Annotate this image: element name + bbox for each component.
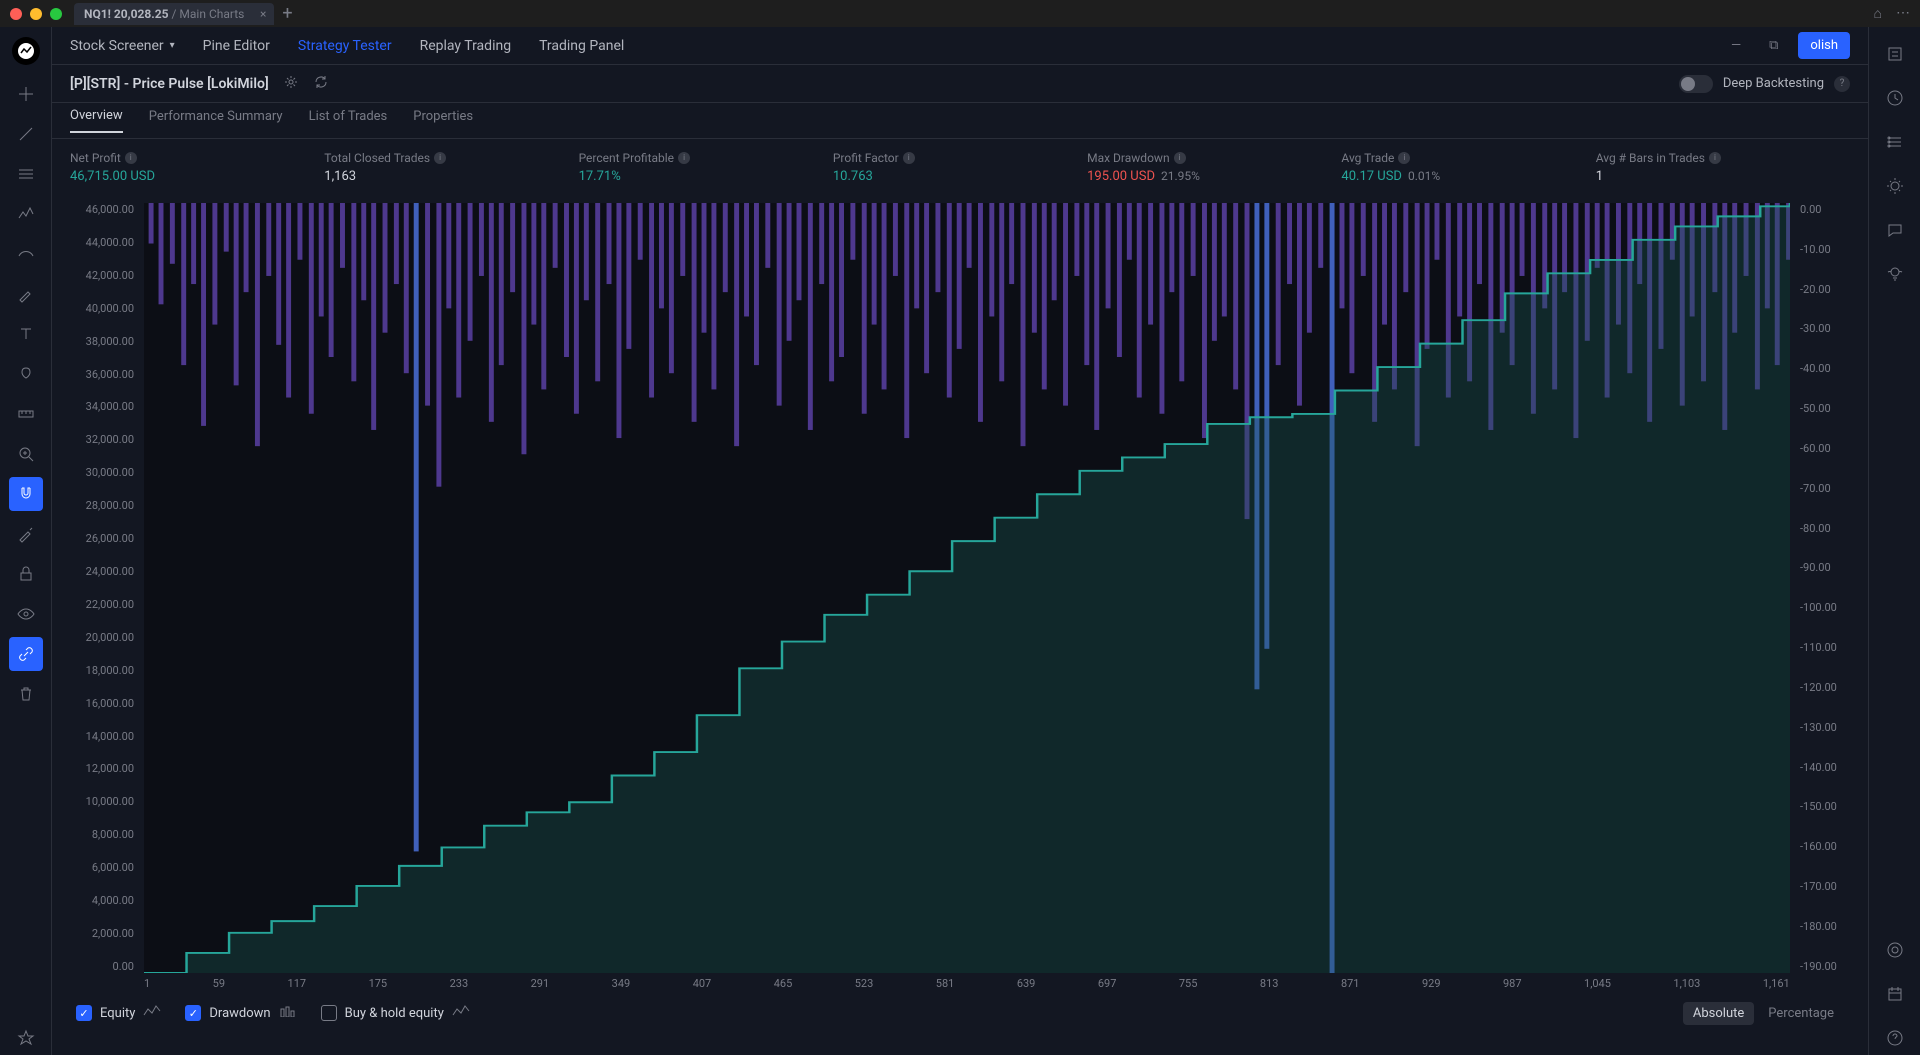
legend-buyhold[interactable]: Buy & hold equity bbox=[321, 1005, 470, 1021]
alerts-icon[interactable] bbox=[1878, 81, 1912, 115]
trend-line-icon[interactable] bbox=[9, 117, 43, 151]
menu-strategy-tester[interactable]: Strategy Tester bbox=[298, 38, 392, 54]
buyhold-style-icon[interactable] bbox=[452, 1005, 470, 1021]
calendar-icon[interactable] bbox=[1878, 169, 1912, 203]
minimize-window[interactable] bbox=[30, 8, 42, 20]
pattern-tool-icon[interactable] bbox=[9, 197, 43, 231]
mode-percentage[interactable]: Percentage bbox=[1758, 1002, 1844, 1025]
legend-drawdown[interactable]: ✓ Drawdown bbox=[185, 1005, 296, 1021]
mode-absolute[interactable]: Absolute bbox=[1683, 1002, 1754, 1025]
app-logo[interactable] bbox=[12, 37, 40, 65]
maximize-window[interactable] bbox=[50, 8, 62, 20]
titlebar: NQ1! 20,028.25 / Main Charts × + ⌂ ⋯ bbox=[0, 0, 1920, 27]
subtab-performance[interactable]: Performance Summary bbox=[149, 109, 283, 132]
menu-trading-panel[interactable]: Trading Panel bbox=[539, 38, 624, 54]
trash-icon[interactable] bbox=[9, 677, 43, 711]
close-window[interactable] bbox=[10, 8, 22, 20]
window-controls bbox=[10, 8, 62, 20]
calendar2-icon[interactable] bbox=[1878, 977, 1912, 1011]
equity-style-icon[interactable] bbox=[143, 1005, 161, 1021]
chart-area: 46,000.0044,000.0042,000.0040,000.0038,0… bbox=[52, 195, 1868, 1055]
metric: Avg Tradei 40.17 USD0.01% bbox=[1341, 151, 1595, 184]
close-tab-icon[interactable]: × bbox=[260, 7, 266, 21]
star-icon[interactable] bbox=[9, 1021, 43, 1055]
refresh-icon[interactable] bbox=[313, 74, 329, 94]
deep-backtesting-label: Deep Backtesting bbox=[1723, 76, 1824, 91]
metric: Total Closed Tradesi 1,163 bbox=[324, 151, 578, 184]
left-toolbar bbox=[0, 27, 52, 1055]
more-icon[interactable]: ⋯ bbox=[1896, 5, 1910, 22]
top-menu: Stock Screener ▾ Pine Editor Strategy Te… bbox=[52, 27, 1868, 65]
lock-draw-icon[interactable] bbox=[9, 517, 43, 551]
metric: Percent Profitablei 17.71% bbox=[579, 151, 833, 184]
tab-symbol: NQ1! bbox=[84, 7, 111, 21]
legend-row: ✓ Equity ✓ Drawdown Buy & hold equity Ab… bbox=[70, 995, 1850, 1031]
publish-button[interactable]: olish bbox=[1798, 32, 1850, 59]
drawdown-checkbox[interactable]: ✓ bbox=[185, 1005, 201, 1021]
minimize-panel-icon[interactable]: — bbox=[1723, 34, 1749, 57]
legend-equity[interactable]: ✓ Equity bbox=[76, 1005, 161, 1021]
metrics-row: Net Profiti 46,715.00 USDTotal Closed Tr… bbox=[52, 139, 1868, 195]
favorite-icon[interactable] bbox=[9, 357, 43, 391]
target-icon[interactable] bbox=[1878, 933, 1912, 967]
metric: Net Profiti 46,715.00 USD bbox=[70, 151, 324, 184]
browser-tab[interactable]: NQ1! 20,028.25 / Main Charts × bbox=[74, 3, 274, 25]
chat-icon[interactable] bbox=[1878, 213, 1912, 247]
prediction-tool-icon[interactable] bbox=[9, 237, 43, 271]
layout-icon[interactable]: ⧉ bbox=[1761, 34, 1786, 57]
eye-icon[interactable] bbox=[9, 597, 43, 631]
screen-icon[interactable]: ⌂ bbox=[1874, 5, 1882, 22]
subtabs: Overview Performance Summary List of Tra… bbox=[52, 103, 1868, 139]
right-toolbar bbox=[1868, 27, 1920, 1055]
metric: Max Drawdowni 195.00 USD21.95% bbox=[1087, 151, 1341, 184]
menu-stock-screener[interactable]: Stock Screener ▾ bbox=[70, 38, 175, 54]
lock-icon[interactable] bbox=[9, 557, 43, 591]
y-axis-left: 46,000.0044,000.0042,000.0040,000.0038,0… bbox=[70, 203, 140, 973]
help2-icon[interactable] bbox=[1878, 1021, 1912, 1055]
drawdown-style-icon[interactable] bbox=[279, 1005, 297, 1021]
ideas-icon[interactable] bbox=[1878, 257, 1912, 291]
cross-tool-icon[interactable] bbox=[9, 77, 43, 111]
subtab-overview[interactable]: Overview bbox=[70, 108, 123, 133]
equity-checkbox[interactable]: ✓ bbox=[76, 1005, 92, 1021]
menu-pine-editor[interactable]: Pine Editor bbox=[203, 38, 270, 54]
subtab-properties[interactable]: Properties bbox=[413, 109, 473, 132]
chart-plot[interactable] bbox=[144, 203, 1790, 973]
fib-tool-icon[interactable] bbox=[9, 157, 43, 191]
text-tool-icon[interactable] bbox=[9, 317, 43, 351]
brush-tool-icon[interactable] bbox=[9, 277, 43, 311]
settings-icon[interactable] bbox=[283, 74, 299, 94]
metric: Avg # Bars in Tradesi 1 bbox=[1596, 151, 1850, 184]
menu-replay-trading[interactable]: Replay Trading bbox=[420, 38, 511, 54]
magnet-tool-icon[interactable] bbox=[9, 477, 43, 511]
subtab-trades[interactable]: List of Trades bbox=[309, 109, 388, 132]
hotlist-icon[interactable] bbox=[1878, 125, 1912, 159]
watchlist-icon[interactable] bbox=[1878, 37, 1912, 71]
x-axis: 1591171752332913494074655235816396977558… bbox=[144, 977, 1790, 995]
tab-price: 20,028.25 bbox=[114, 7, 169, 21]
y-axis-right: 0.00-10.00-20.00-30.00-40.00-50.00-60.00… bbox=[1794, 203, 1850, 973]
metric: Profit Factori 10.763 bbox=[833, 151, 1087, 184]
deep-backtesting-toggle[interactable] bbox=[1679, 75, 1713, 93]
link-icon[interactable] bbox=[9, 637, 43, 671]
tab-suffix: / Main Charts bbox=[171, 7, 244, 21]
panel-header: [P][STR] - Price Pulse [LokiMilo] Deep B… bbox=[52, 65, 1868, 103]
buyhold-checkbox[interactable] bbox=[321, 1005, 337, 1021]
zoom-tool-icon[interactable] bbox=[9, 437, 43, 471]
strategy-title: [P][STR] - Price Pulse [LokiMilo] bbox=[70, 76, 269, 92]
help-icon[interactable]: ? bbox=[1834, 76, 1850, 92]
ruler-tool-icon[interactable] bbox=[9, 397, 43, 431]
add-tab-icon[interactable]: + bbox=[282, 3, 292, 24]
